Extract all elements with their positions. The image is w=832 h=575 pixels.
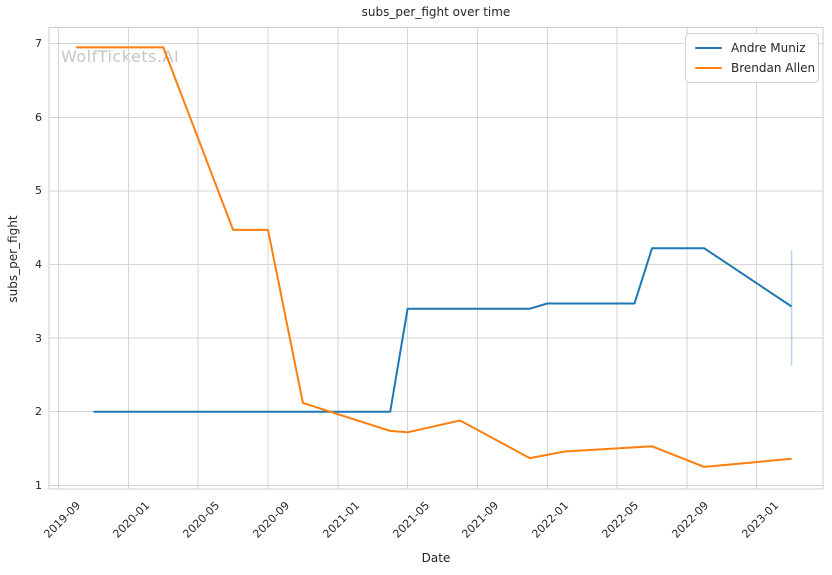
y-tick-label: 6 <box>35 110 42 124</box>
legend-line-swatch <box>695 66 722 70</box>
legend-item-brendan-allen: Brendan Allen <box>695 61 815 75</box>
y-tick-label: 1 <box>35 478 42 492</box>
plot-border <box>48 26 824 490</box>
legend-label: Andre Muniz <box>731 41 806 55</box>
y-tick-label: 3 <box>35 331 42 345</box>
legend-item-andre-muniz: Andre Muniz <box>695 41 809 55</box>
series-line-andre-muniz <box>93 247 793 413</box>
y-tick-label: 7 <box>35 37 42 51</box>
legend-label: Brendan Allen <box>731 61 816 75</box>
legend: Andre Muniz Brendan Allen <box>685 33 819 83</box>
y-tick-label: 4 <box>35 258 42 271</box>
chart-title: subs_per_fight over time <box>361 5 511 19</box>
legend-line-swatch <box>695 46 722 50</box>
y-tick-label: 5 <box>35 184 42 198</box>
watermark: WolfTickets.AI <box>61 47 180 66</box>
x-axis-label: Date <box>421 551 451 565</box>
series-line-brendan-allen <box>76 46 792 468</box>
y-tick-label: 2 <box>35 405 42 419</box>
